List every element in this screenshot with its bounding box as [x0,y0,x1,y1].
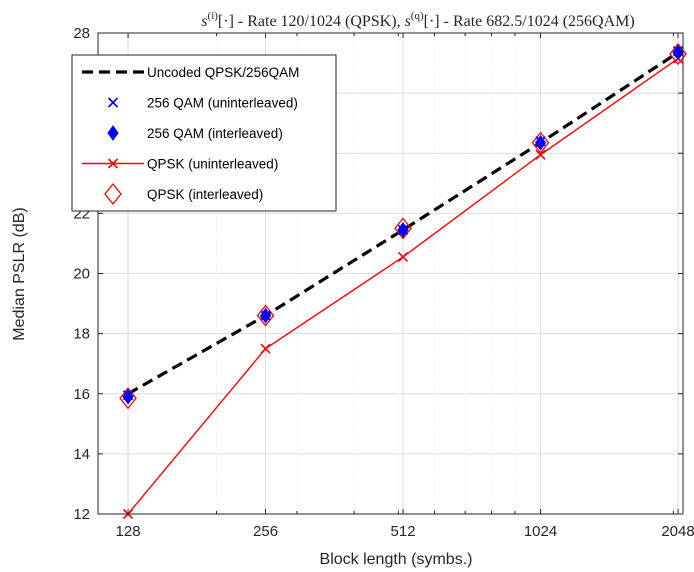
data-point [397,251,409,263]
legend-label: 256 QAM (interleaved) [147,126,283,141]
legend-label: Uncoded QPSK/256QAM [147,65,299,80]
y-tick-label: 28 [73,25,90,42]
data-point [119,387,137,410]
data-point [535,149,546,160]
legend-swatch-marker [107,125,119,141]
data-point [122,388,134,405]
data-point [394,217,412,240]
y-tick-label: 16 [73,386,90,403]
y-tick-label: 12 [73,506,90,523]
legend-swatch-marker [107,158,119,169]
chart-title: s(i)[·] - Rate 120/1024 (QPSK), s(q)[·] … [201,10,634,30]
legend-item: QPSK (interleaved) [104,182,263,206]
data-point [260,343,271,354]
data-point [256,304,275,327]
series-1 [122,45,684,401]
x-tick-label: 256 [253,523,278,540]
y-tick-label: 18 [73,326,90,343]
legend-label: 256 QAM (uninterleaved) [147,96,298,111]
legend-swatch-marker [104,182,122,206]
series-line [127,51,679,396]
legend-label: QPSK (uninterleaved) [147,157,278,172]
x-tick-label: 1024 [524,523,557,540]
legend-label: QPSK (interleaved) [147,187,263,202]
data-point [122,390,134,401]
legend-item: 256 QAM (interleaved) [107,125,283,141]
series-0 [127,51,679,396]
data-point [260,310,271,321]
y-tick-label: 14 [73,446,90,463]
x-axis-label: Block length (symbs.) [320,551,473,568]
legend-item: 256 QAM (uninterleaved) [107,96,298,111]
series-layer [119,43,687,520]
legend-swatch-marker [107,97,119,108]
x-tick-label: 128 [116,523,141,540]
y-tick-label: 20 [73,266,90,283]
data-point [531,131,550,154]
x-tick-label: 2048 [661,523,694,540]
legend-item: Uncoded QPSK/256QAM [82,65,299,80]
legend-item: QPSK (uninterleaved) [82,157,278,172]
y-axis-label: Median PSLR (dB) [11,207,28,340]
data-point [535,136,546,147]
legend: Uncoded QPSK/256QAM 256 QAM (uninterleave… [71,54,337,212]
data-point [672,45,684,57]
data-point [397,224,409,235]
x-tick-label: 512 [391,523,416,540]
